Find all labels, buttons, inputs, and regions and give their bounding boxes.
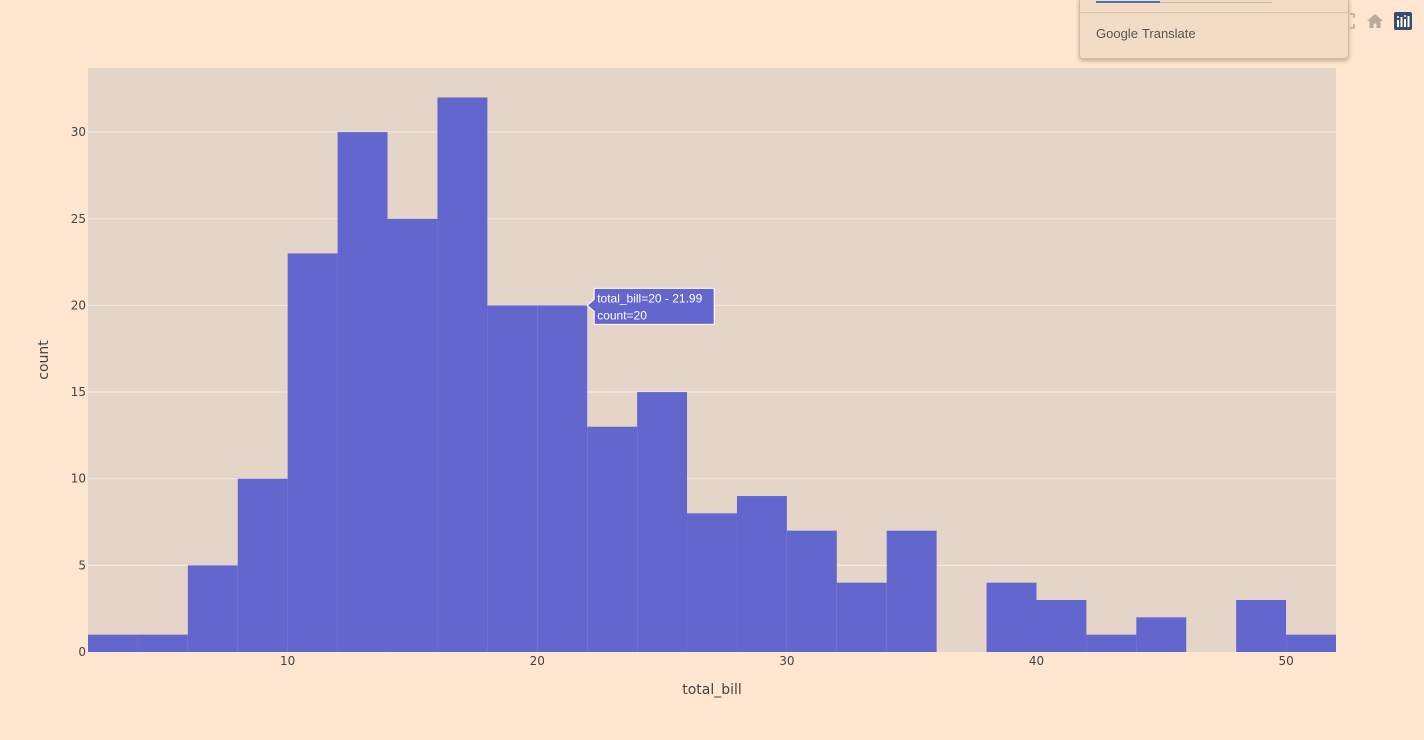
histogram-bar[interactable] [1086,634,1137,652]
x-tick-label: 30 [779,654,794,668]
histogram-bar[interactable] [387,218,438,653]
histogram-bar[interactable] [1286,634,1336,652]
x-tick-label: 40 [1029,654,1044,668]
histogram-bar[interactable] [187,565,238,652]
x-axis-ticks: 10 20 30 40 50 [280,654,1294,668]
popup-scroll-indicator [1096,1,1160,3]
y-tick-label: 30 [71,125,86,139]
histogram-bar[interactable] [836,582,887,652]
tooltip-line-count: count=20 [597,308,647,322]
translate-label: Translate [1141,26,1196,41]
tooltip-line-range: total_bill=20 - 21.99 [597,291,702,305]
x-tick-label: 10 [280,654,295,668]
histogram-bar[interactable] [1136,617,1187,652]
plotly-logo-icon[interactable] [1394,12,1412,30]
y-tick-label: 15 [71,385,86,399]
y-tick-label: 10 [71,472,86,486]
y-axis-ticks: 0 5 10 15 20 25 30 [71,125,86,659]
y-tick-label: 25 [71,212,86,226]
histogram-bar[interactable] [786,530,837,652]
histogram-bar[interactable] [736,496,787,652]
google-translate-branding[interactable]: Google Translate [1096,26,1196,41]
histogram-bar[interactable] [537,305,588,652]
histogram-bar[interactable] [287,253,338,653]
y-tick-label: 20 [71,298,86,312]
histogram-bar[interactable] [986,582,1037,652]
popup-scroll-track [1096,2,1272,3]
bars [88,97,1336,653]
y-tick-label: 0 [78,645,86,659]
home-icon[interactable] [1366,12,1384,30]
histogram-bar[interactable] [687,513,737,652]
google-translate-popup[interactable]: Google Translate [1079,0,1349,59]
tooltip-box [586,287,715,325]
modebar [1338,12,1412,30]
y-axis-title: count [36,340,52,380]
histogram-bar[interactable] [237,478,288,652]
histogram-bar[interactable] [487,305,538,652]
histogram-bar[interactable] [337,132,388,652]
histogram-bar[interactable] [886,530,937,652]
histogram-bar[interactable] [437,97,488,652]
histogram-bar[interactable] [1236,600,1287,652]
histogram-bar[interactable] [587,426,638,652]
x-axis-title: total_bill [682,682,742,698]
hover-tooltip: total_bill=20 - 21.99 count=20 [586,287,715,325]
histogram-bar[interactable] [1036,600,1087,652]
y-tick-label: 5 [78,558,86,572]
histogram-bar[interactable] [88,634,138,652]
histogram-bar[interactable] [137,634,188,652]
x-tick-label: 20 [530,654,545,668]
google-wordmark: Google [1096,26,1138,41]
histogram-bar[interactable] [637,392,688,652]
x-tick-label: 50 [1278,654,1293,668]
popup-divider [1080,12,1348,13]
